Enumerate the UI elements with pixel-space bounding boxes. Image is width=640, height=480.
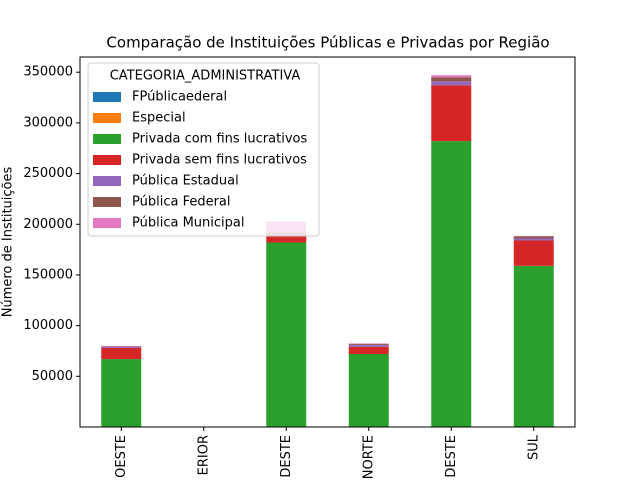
y-tick-label: 350000 [23, 65, 73, 80]
plot-frame [79, 56, 576, 428]
bar-segment [431, 77, 472, 82]
legend-swatch [93, 197, 121, 207]
y-tick-label: 150000 [23, 267, 73, 282]
bar-segment [101, 359, 142, 427]
legend-label: Pública Federal [132, 195, 231, 210]
bar-segment [431, 75, 472, 78]
legend-label: Pública Estadual [132, 174, 239, 189]
x-tick-label: ERIOR [196, 435, 211, 475]
legend-label: FPúblicaederal [132, 90, 227, 105]
legend-swatch [93, 218, 121, 228]
bar-segment [431, 85, 472, 142]
bar-segment [101, 346, 142, 348]
bar-segment [348, 343, 389, 345]
bar-segment [513, 265, 554, 427]
legend-label: Privada com fins lucrativos [132, 132, 307, 147]
bar-segment [513, 235, 554, 237]
legend-box [87, 62, 320, 237]
bar-segment [101, 346, 142, 347]
x-tick-label: DESTE [279, 435, 294, 478]
bar-segment [348, 354, 389, 427]
y-axis-label: Número de Instituições [1, 167, 16, 318]
x-tick-label: NORTE [361, 435, 376, 479]
bar-segment [101, 347, 142, 360]
bar-segment [431, 81, 472, 86]
legend-label: Especial [132, 111, 186, 126]
x-tick-label: SUL [526, 434, 541, 460]
legend-title: CATEGORIA_ADMINISTRATIVA [110, 69, 301, 84]
bar-segment [431, 141, 472, 427]
y-tick-label: 200000 [23, 217, 73, 232]
x-tick-label: DESTE [444, 435, 459, 478]
bar-segment [348, 346, 389, 355]
bar-segment [266, 242, 307, 427]
legend-swatch [93, 92, 121, 102]
chart-title: Comparação de Instituições Públicas e Pr… [106, 34, 549, 52]
legend-label: Privada sem fins lucrativos [132, 153, 307, 168]
bar-segment [348, 344, 389, 347]
y-tick-label: 100000 [23, 318, 73, 333]
bar-segment [266, 236, 307, 243]
y-tick-label: 300000 [23, 115, 73, 130]
legend-swatch [93, 176, 121, 186]
bar-segment [513, 240, 554, 266]
bar-segment [513, 236, 554, 239]
legend-label: Pública Municipal [132, 216, 244, 231]
bar-segment [513, 238, 554, 241]
y-tick-label: 50000 [32, 369, 73, 384]
legend-swatch [93, 113, 121, 123]
bar-segment [101, 345, 142, 347]
y-tick-label: 250000 [23, 166, 73, 181]
bar-segment [348, 343, 389, 344]
legend-swatch [93, 134, 121, 144]
legend-swatch [93, 155, 121, 165]
x-tick-label: OESTE [114, 435, 129, 478]
